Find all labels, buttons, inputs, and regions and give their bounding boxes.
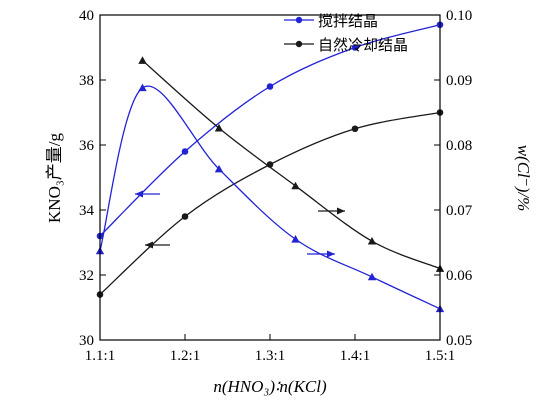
y-axis-right: 0.05 0.06 0.07 0.08 0.09 0.10 (434, 8, 473, 349)
legend-label-stirring: 搅拌结晶 (318, 13, 378, 30)
y-left-tick-label: 30 (79, 333, 94, 349)
x-tick-label: 1.5:1 (425, 348, 455, 364)
y-right-tick-label: 0.08 (446, 138, 472, 154)
series-point-triangle-3 (138, 56, 147, 64)
y-axis-right-title: w(Cl⁻)/% (514, 145, 533, 212)
annotation-arrows (135, 190, 345, 258)
y-right-tick-label: 0.06 (446, 268, 473, 284)
legend-circle-marker (295, 16, 303, 24)
y-left-tick-label: 40 (79, 8, 94, 24)
y-right-tick-label: 0.10 (446, 8, 472, 24)
series-line-3 (142, 60, 441, 270)
series-point-triangle-3 (291, 181, 300, 190)
plot-frame (99, 14, 441, 341)
series-layer (95, 21, 445, 313)
y-axis-left: 30 32 34 36 38 40 (79, 8, 106, 349)
x-axis: 1.1:1 1.2:1 1.3:1 1.4:1 1.5:1 (85, 334, 455, 364)
y-left-tick-label: 34 (79, 203, 95, 219)
legend-entry-stirring: 搅拌结晶 (284, 13, 378, 30)
series-line-2 (99, 85, 441, 310)
x-axis-title: n(HNO₃)∶n(KCl) (213, 377, 327, 396)
annotation-arrow-head-1 (145, 241, 153, 249)
series-point-triangle-2 (291, 235, 300, 243)
series-point-circle-0 (266, 83, 274, 90)
series-line-0 (99, 24, 441, 237)
annotation-arrow-head-3 (337, 207, 345, 215)
legend: 搅拌结晶 自然冷却结晶 (284, 13, 408, 54)
legend-label-natural-cooling: 自然冷却结晶 (318, 37, 408, 54)
legend-circle-marker (295, 40, 303, 48)
series-point-triangle-2 (214, 164, 224, 173)
series-line-1 (99, 111, 441, 295)
annotation-arrow-head-0 (135, 190, 143, 198)
series-point-circle-0 (181, 148, 189, 155)
x-tick-label: 1.1:1 (85, 348, 115, 364)
y-left-tick-label: 36 (79, 138, 95, 154)
y-left-tick-label: 38 (79, 73, 94, 89)
y-left-tick-label: 32 (79, 268, 94, 284)
x-tick-label: 1.3:1 (255, 348, 285, 364)
x-tick-label: 1.4:1 (340, 348, 370, 364)
series-point-circle-1 (351, 125, 359, 133)
x-tick-label: 1.2:1 (170, 348, 200, 364)
series-point-triangle-2 (367, 272, 377, 281)
y-right-tick-label: 0.09 (446, 73, 472, 89)
series-point-triangle-3 (367, 237, 377, 245)
y-right-tick-label: 0.05 (446, 333, 472, 349)
annotation-arrow-head-2 (327, 250, 335, 258)
series-point-circle-1 (181, 213, 189, 220)
series-point-triangle-2 (138, 83, 147, 92)
series-point-triangle-3 (214, 123, 224, 132)
y-axis-left-title: KNO₃产量/g (45, 133, 64, 223)
series-point-circle-0 (351, 44, 359, 51)
y-right-tick-label: 0.07 (446, 203, 473, 219)
legend-entry-natural-cooling: 自然冷却结晶 (284, 37, 408, 54)
